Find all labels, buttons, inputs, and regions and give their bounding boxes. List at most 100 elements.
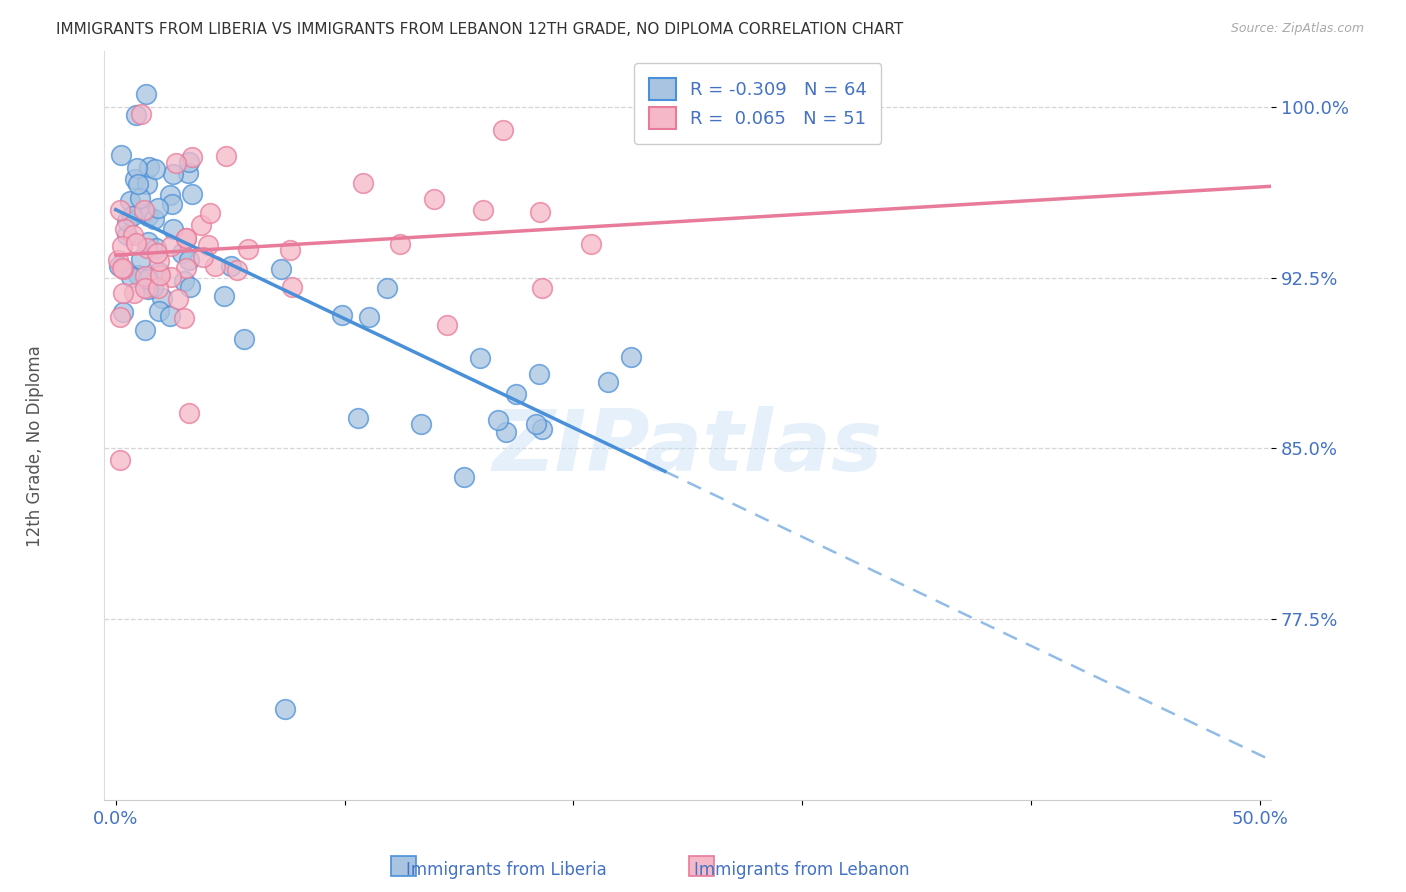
Point	[190, 218, 212, 232]
Point	[160, 269, 183, 284]
Point	[177, 167, 200, 181]
Point	[159, 239, 181, 253]
Text: ZIPatlas: ZIPatlas	[492, 407, 883, 490]
Point	[197, 238, 219, 252]
Point	[148, 265, 170, 279]
Point	[131, 252, 153, 266]
Point	[135, 241, 157, 255]
Point	[579, 237, 602, 252]
Point	[135, 87, 157, 102]
Point	[108, 259, 131, 273]
Point	[181, 150, 204, 164]
Point	[495, 425, 517, 440]
Point	[225, 262, 247, 277]
Point	[505, 387, 527, 401]
Point	[136, 209, 159, 223]
Point	[136, 272, 159, 286]
Point	[471, 202, 494, 217]
Point	[134, 269, 156, 284]
Point	[166, 292, 188, 306]
Point	[375, 281, 398, 295]
Point	[486, 412, 509, 426]
Point	[134, 206, 156, 220]
Point	[142, 280, 165, 294]
Point	[270, 262, 292, 277]
Point	[121, 209, 143, 223]
Point	[204, 260, 226, 274]
Point	[423, 192, 446, 206]
Point	[138, 161, 160, 175]
Point	[468, 351, 491, 365]
Point	[136, 235, 159, 249]
Point	[359, 310, 381, 324]
Point	[134, 323, 156, 337]
Point	[111, 305, 134, 319]
Point	[134, 281, 156, 295]
Point	[159, 309, 181, 323]
Point	[120, 270, 142, 285]
Point	[530, 281, 553, 295]
Text: IMMIGRANTS FROM LIBERIA VS IMMIGRANTS FROM LEBANON 12TH GRADE, NO DIPLOMA CORREL: IMMIGRANTS FROM LIBERIA VS IMMIGRANTS FR…	[56, 22, 904, 37]
Point	[142, 211, 165, 226]
Text: 12th Grade, No Diploma: 12th Grade, No Diploma	[27, 345, 44, 547]
Point	[530, 422, 553, 436]
Point	[173, 274, 195, 288]
Point	[177, 406, 200, 420]
Point	[136, 281, 159, 295]
Bar	[689, 856, 714, 876]
Point	[162, 221, 184, 235]
Point	[159, 188, 181, 202]
Point	[174, 231, 197, 245]
Point	[179, 154, 201, 169]
Point	[162, 167, 184, 181]
Point	[598, 376, 620, 390]
Point	[148, 303, 170, 318]
Point	[330, 308, 353, 322]
Point	[388, 237, 411, 252]
Point	[117, 228, 139, 243]
Point	[115, 214, 138, 228]
Point	[110, 310, 132, 324]
Text: Source: ZipAtlas.com: Source: ZipAtlas.com	[1230, 22, 1364, 36]
Point	[409, 417, 432, 431]
Point	[111, 261, 134, 276]
Point	[124, 108, 146, 122]
Point	[146, 246, 169, 260]
Point	[436, 318, 458, 333]
Point	[170, 245, 193, 260]
Point	[281, 280, 304, 294]
Point	[124, 172, 146, 186]
Point	[165, 155, 187, 169]
Point	[150, 291, 173, 305]
Point	[160, 197, 183, 211]
Text: Immigrants from Lebanon: Immigrants from Lebanon	[693, 861, 910, 879]
Point	[120, 194, 142, 208]
Point	[347, 411, 370, 425]
Point	[149, 268, 172, 282]
Point	[529, 205, 551, 219]
Point	[122, 285, 145, 300]
Point	[108, 453, 131, 467]
Point	[145, 241, 167, 255]
Point	[146, 202, 169, 216]
Point	[236, 242, 259, 256]
Point	[219, 259, 242, 273]
Point	[136, 178, 159, 192]
Point	[181, 187, 204, 202]
Point	[127, 268, 149, 282]
Point	[232, 332, 254, 346]
Point	[173, 310, 195, 325]
Point	[111, 239, 134, 253]
Point	[200, 205, 222, 219]
Point	[112, 285, 135, 300]
Point	[179, 280, 201, 294]
Point	[132, 202, 155, 217]
Bar	[391, 856, 416, 876]
Point	[526, 417, 548, 431]
Point	[174, 231, 197, 245]
Point	[125, 235, 148, 250]
Point	[527, 367, 550, 381]
Point	[111, 260, 134, 275]
Point	[108, 203, 131, 218]
Point	[131, 106, 153, 120]
